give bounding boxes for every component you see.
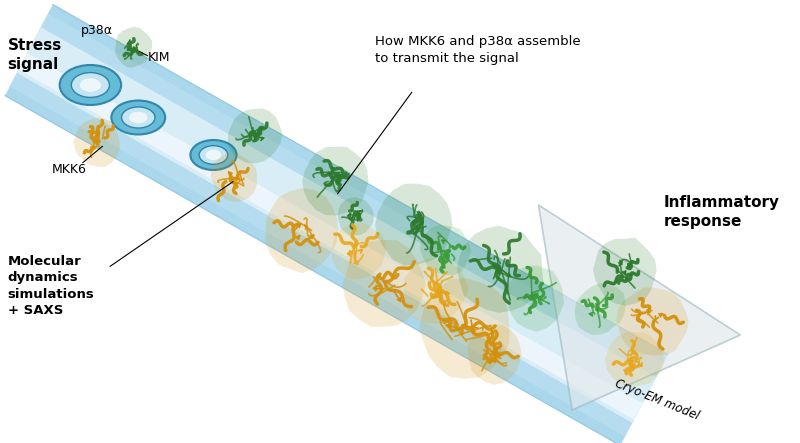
- Text: How MKK6 and p38α assemble
to transmit the signal: How MKK6 and p38α assemble to transmit t…: [375, 35, 581, 65]
- Polygon shape: [210, 153, 257, 202]
- Polygon shape: [538, 205, 741, 410]
- Ellipse shape: [71, 73, 110, 97]
- Polygon shape: [342, 240, 426, 326]
- Text: Stress
signal: Stress signal: [8, 38, 62, 72]
- Polygon shape: [332, 222, 386, 280]
- Text: Inflammatory
response: Inflammatory response: [663, 195, 779, 229]
- Polygon shape: [18, 53, 642, 420]
- Text: KIM: KIM: [148, 51, 170, 63]
- Polygon shape: [420, 225, 471, 275]
- Ellipse shape: [80, 78, 101, 92]
- Text: Cryo-EM model: Cryo-EM model: [614, 377, 702, 423]
- Polygon shape: [266, 188, 338, 273]
- Polygon shape: [404, 258, 468, 323]
- Text: Molecular
dynamics
simulations
+ SAXS: Molecular dynamics simulations + SAXS: [8, 255, 94, 318]
- Ellipse shape: [111, 101, 165, 135]
- Ellipse shape: [60, 65, 121, 105]
- Polygon shape: [5, 4, 668, 443]
- Polygon shape: [616, 288, 689, 355]
- Polygon shape: [419, 278, 510, 379]
- Polygon shape: [10, 13, 663, 436]
- Polygon shape: [593, 238, 657, 306]
- Ellipse shape: [122, 107, 155, 128]
- Ellipse shape: [190, 140, 237, 170]
- Text: p38α: p38α: [81, 24, 113, 37]
- Polygon shape: [508, 265, 564, 332]
- Polygon shape: [302, 147, 369, 216]
- Polygon shape: [338, 197, 374, 236]
- Polygon shape: [74, 118, 120, 167]
- Text: MKK6: MKK6: [52, 163, 86, 176]
- Polygon shape: [375, 184, 453, 265]
- Ellipse shape: [199, 146, 228, 164]
- Polygon shape: [605, 332, 664, 387]
- Polygon shape: [17, 27, 656, 423]
- Polygon shape: [457, 225, 543, 313]
- Ellipse shape: [206, 150, 222, 160]
- Polygon shape: [115, 27, 152, 67]
- Ellipse shape: [129, 112, 147, 123]
- Polygon shape: [228, 109, 282, 163]
- Polygon shape: [575, 283, 626, 335]
- Polygon shape: [468, 324, 522, 385]
